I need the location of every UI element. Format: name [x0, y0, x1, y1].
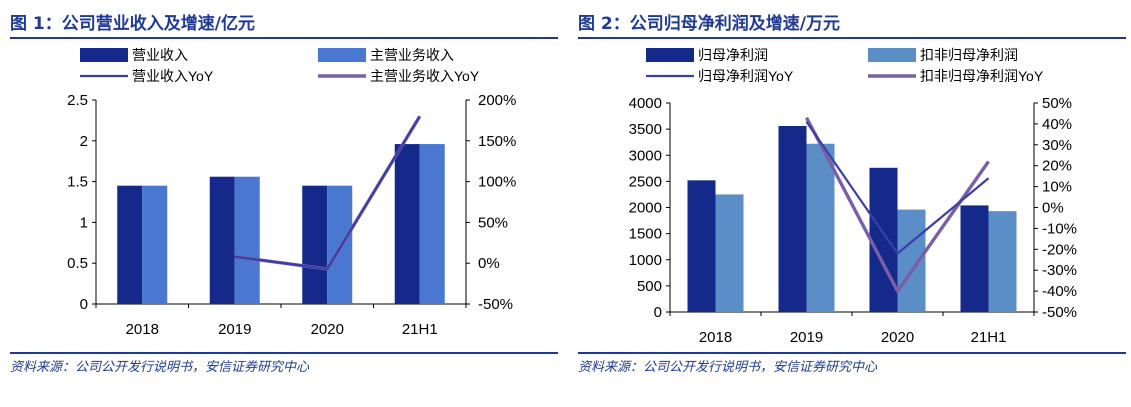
- left-tick-label: 1000: [629, 252, 662, 269]
- bar-1-2019: [806, 143, 835, 312]
- right-tick-label: 20%: [1042, 158, 1072, 175]
- right-tick-label: 50%: [1042, 95, 1072, 112]
- figure-panel-1: 图 1：公司营业收入及增速/亿元 营业收入 主营业务收入营业收入YoY 主营业务收入…: [10, 0, 558, 407]
- bar-1-2020: [897, 209, 926, 312]
- bar-0-2018: [117, 185, 143, 304]
- left-tick-label: 2000: [629, 200, 662, 217]
- right-tick-label: 0%: [478, 255, 500, 272]
- figure-2-bottom-rule: [578, 352, 1126, 354]
- bar-0-2018: [687, 180, 716, 312]
- legend-swatch-1: [868, 48, 916, 62]
- bar-1-21H1: [988, 211, 1017, 312]
- right-tick-label: -50%: [478, 296, 513, 313]
- bar-1-21H1: [419, 144, 445, 304]
- left-tick-label: 3500: [629, 121, 662, 138]
- left-tick-label: 1: [80, 214, 88, 231]
- figure-1-bottom-rule: [10, 352, 558, 354]
- bar-0-2019: [778, 125, 807, 313]
- bar-0-21H1: [394, 144, 420, 304]
- right-tick-label: -30%: [1042, 262, 1077, 279]
- x-tick-label: 2018: [699, 329, 732, 346]
- left-tick-label: 3000: [629, 147, 662, 164]
- left-tick-label: 2: [80, 133, 88, 150]
- figure-1-source: 资料来源：公司公开发行说明书，安信证券研究中心: [10, 360, 310, 375]
- legend-label-3: 扣非归母净利润YoY: [920, 68, 1044, 84]
- figure-1-title: 图 1：公司营业收入及增速/亿元: [10, 14, 255, 34]
- left-tick-label: 0: [80, 296, 88, 313]
- left-tick-label: 500: [637, 278, 662, 295]
- x-tick-label: 21H1: [971, 329, 1007, 346]
- right-tick-label: -20%: [1042, 241, 1077, 258]
- legend-swatch-0: [646, 48, 694, 62]
- figure-2-top-rule: [578, 37, 1126, 39]
- legend-swatch-0: [80, 48, 128, 62]
- figure-panel-2: 图 2：公司归母净利润及增速/万元 归母净利润 扣非归母净利润归母净利润YoY 扣非…: [578, 0, 1126, 407]
- left-tick-label: 2.5: [67, 92, 88, 109]
- bar-0-21H1: [960, 205, 989, 312]
- yoy-line-0: [805, 121, 990, 255]
- right-tick-label: 200%: [478, 92, 516, 109]
- legend-label-1: 扣非归母净利润: [920, 47, 1018, 63]
- legend-label-2: 归母净利润YoY: [698, 68, 794, 84]
- bar-1-2018: [715, 194, 744, 312]
- left-tick-label: 1500: [629, 226, 662, 243]
- figure-1-top-rule: [10, 37, 558, 39]
- figure-2-source: 资料来源：公司公开发行说明书，安信证券研究中心: [578, 360, 878, 375]
- legend-label-0: 营业收入: [132, 47, 188, 63]
- bar-1-2020: [327, 185, 353, 304]
- legend-label-0: 归母净利润: [698, 47, 768, 63]
- right-tick-label: -40%: [1042, 283, 1077, 300]
- x-tick-label: 2019: [790, 329, 823, 346]
- left-tick-label: 0.5: [67, 255, 88, 272]
- right-tick-label: 0%: [1042, 200, 1064, 217]
- bar-1-2018: [142, 185, 168, 304]
- left-tick-label: 4000: [629, 95, 662, 112]
- bar-0-2020: [869, 167, 898, 312]
- left-tick-label: 1.5: [67, 174, 88, 191]
- left-tick-label: 0: [654, 304, 662, 321]
- right-tick-label: -10%: [1042, 220, 1077, 237]
- right-tick-label: 50%: [478, 214, 508, 231]
- right-tick-label: -50%: [1042, 304, 1077, 321]
- x-tick-label: 2020: [311, 321, 344, 338]
- x-tick-label: 2018: [126, 321, 159, 338]
- x-tick-label: 2019: [218, 321, 251, 338]
- bar-1-2019: [234, 176, 260, 304]
- bar-0-2019: [209, 176, 235, 304]
- legend-label-2: 营业收入YoY: [132, 68, 214, 84]
- yoy-line-0: [234, 115, 421, 271]
- right-tick-label: 30%: [1042, 137, 1072, 154]
- figure-2-title: 图 2：公司归母净利润及增速/万元: [578, 14, 840, 34]
- x-tick-label: 2020: [881, 329, 914, 346]
- right-tick-label: 100%: [478, 174, 516, 191]
- x-tick-label: 21H1: [402, 321, 438, 338]
- bar-0-2020: [302, 185, 328, 304]
- right-tick-label: 40%: [1042, 116, 1072, 133]
- legend-label-3: 主营业务收入YoY: [370, 68, 480, 84]
- legend-label-1: 主营业务收入: [370, 47, 454, 63]
- legend-swatch-1: [318, 48, 366, 62]
- left-tick-label: 2500: [629, 173, 662, 190]
- right-tick-label: 10%: [1042, 179, 1072, 196]
- right-tick-label: 150%: [478, 133, 516, 150]
